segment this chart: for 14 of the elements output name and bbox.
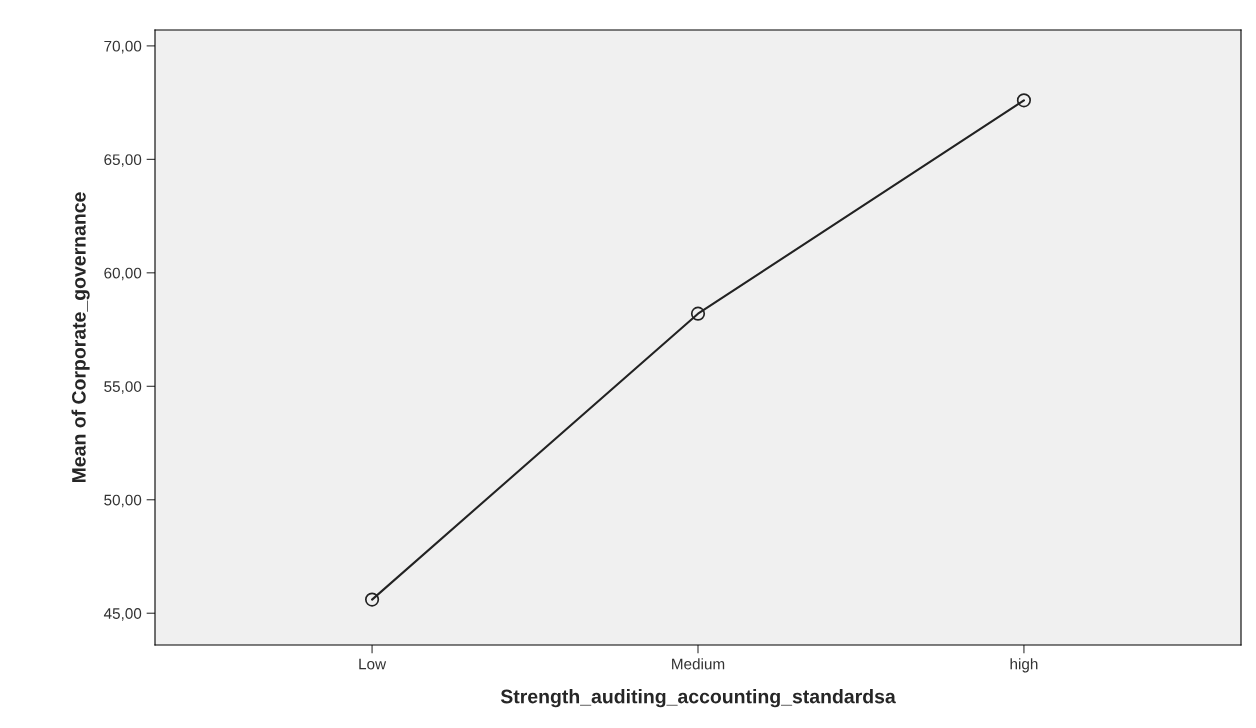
x-tick-label: high: [1010, 658, 1038, 673]
y-tick-label: 50,00: [104, 494, 142, 508]
y-axis-title: Mean of Corporate_governance: [71, 192, 90, 483]
y-tick-label: 45,00: [103, 608, 142, 621]
point: [364, 592, 380, 607]
y-tick-label: 70,00: [104, 40, 142, 54]
point: [1016, 93, 1032, 108]
x-axis-title: Strength_auditing_accounting_standardsa: [500, 689, 896, 708]
point: [690, 306, 706, 321]
x-tick-label: Low: [359, 658, 387, 670]
y-tick-label: 65,00: [104, 154, 142, 167]
x-tick-label: Medium: [672, 658, 725, 670]
y-tick-label: 60,00: [104, 267, 142, 281]
y-tick-label: 55,00: [104, 381, 142, 394]
